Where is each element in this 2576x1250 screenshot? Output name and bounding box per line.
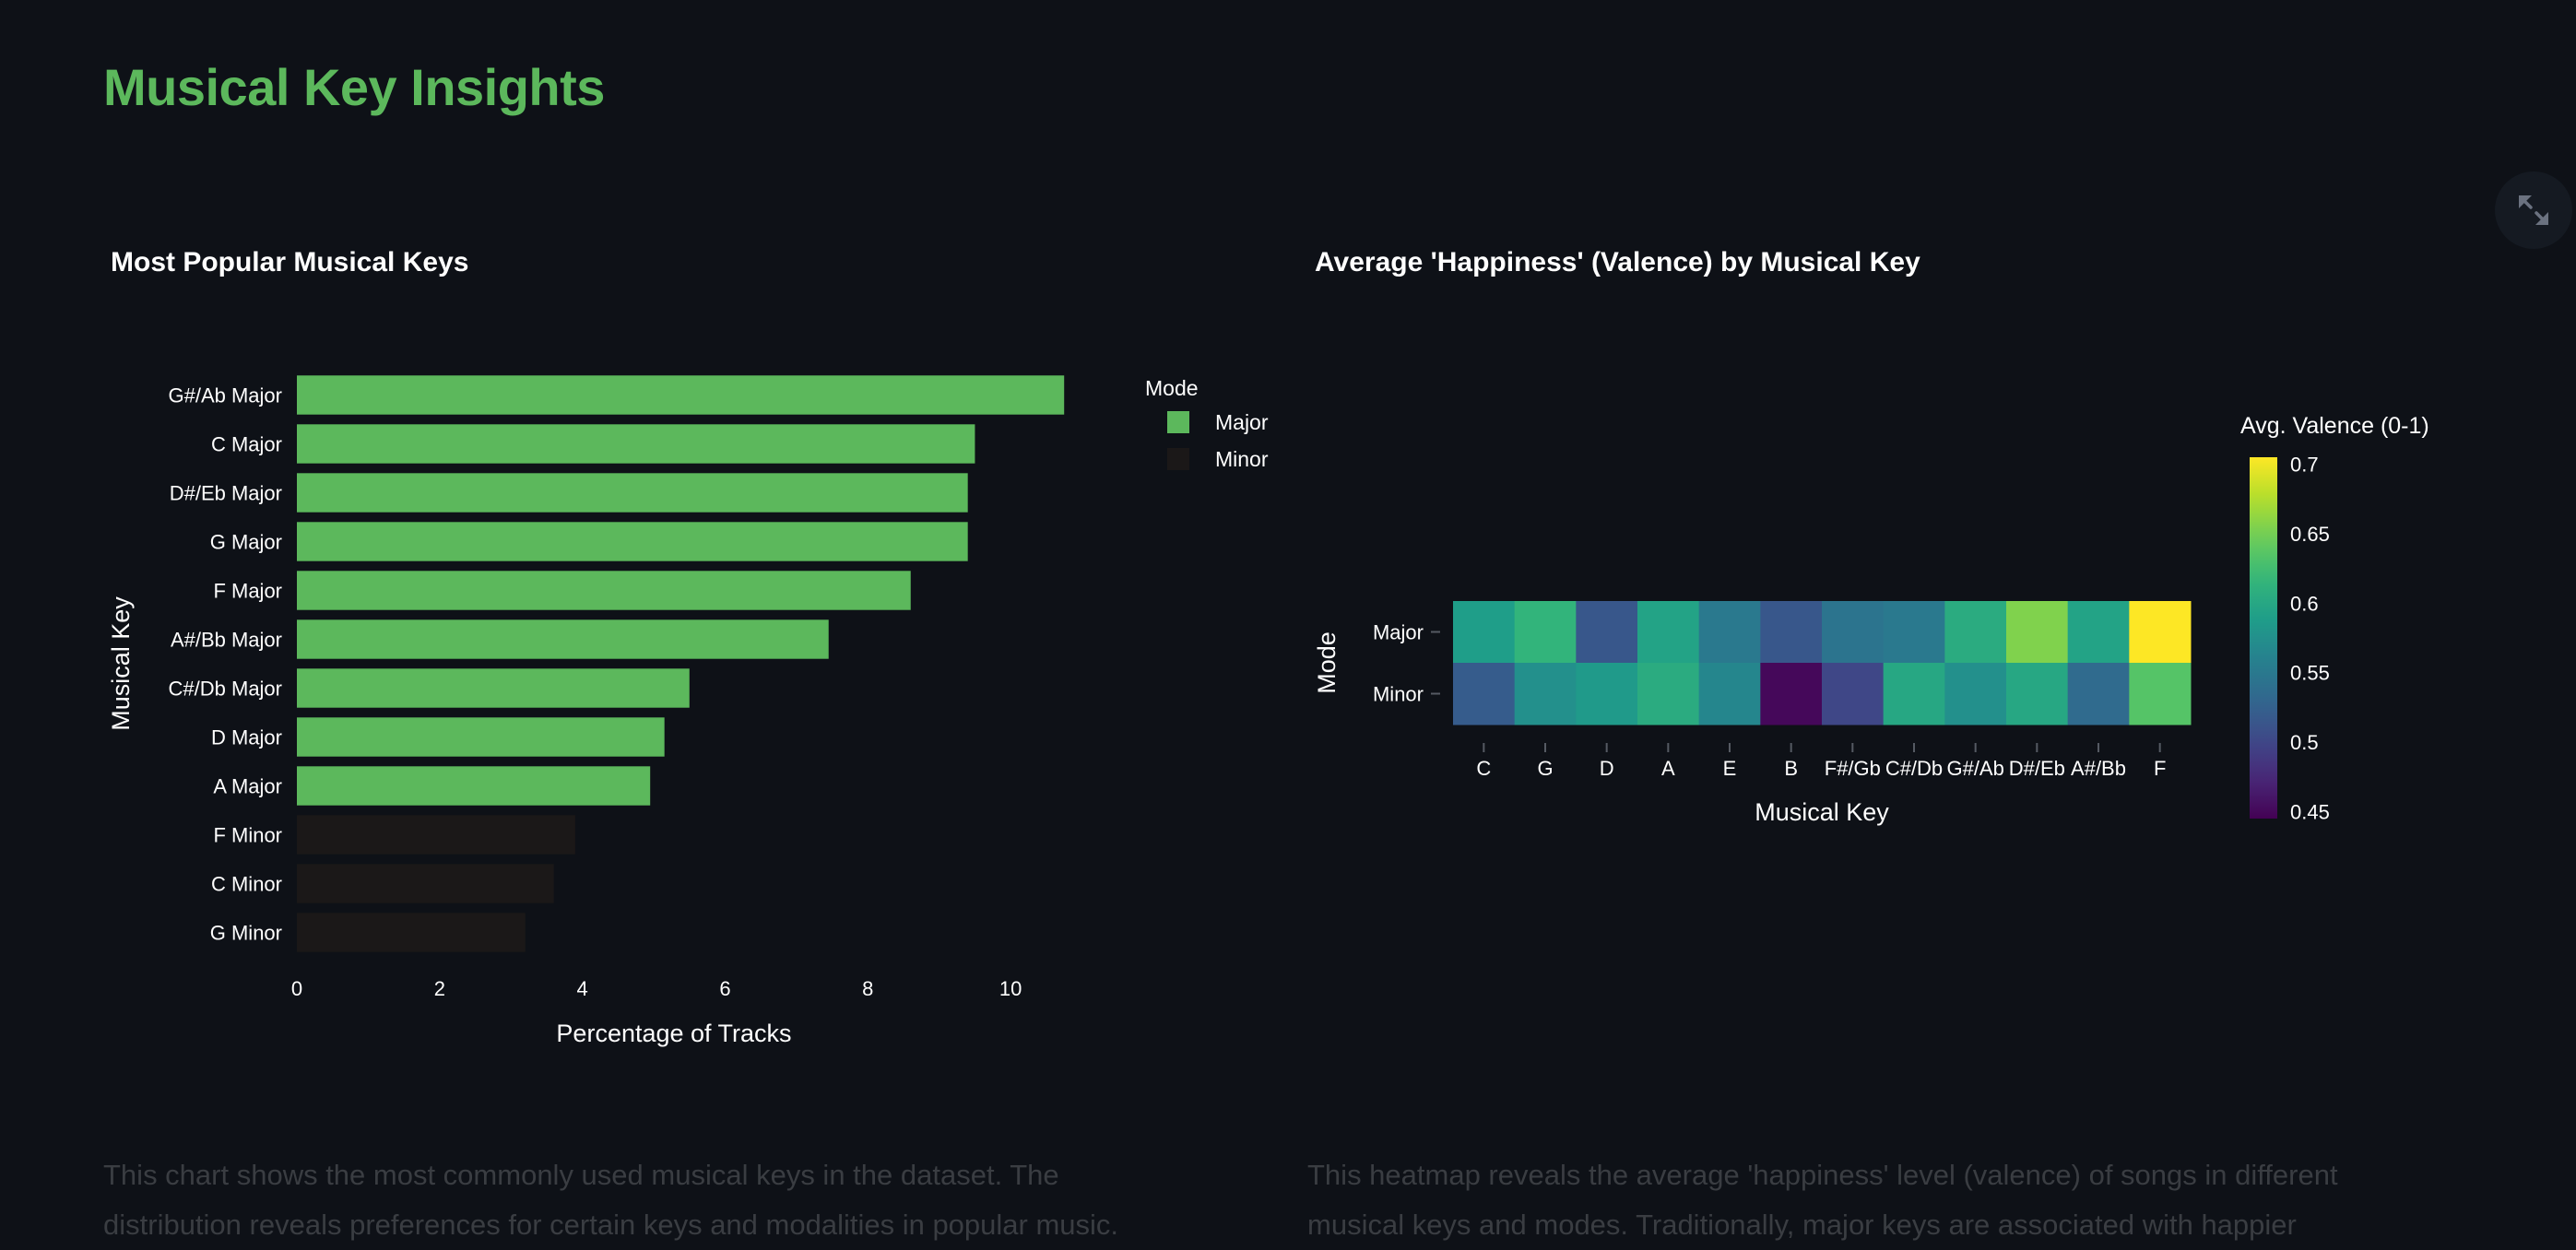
heatmap-cell-major-g: [1514, 601, 1577, 664]
bar-c-major: [297, 424, 975, 464]
heatmap-cell-minor-e: [1698, 663, 1761, 725]
heatmap-cell-major-f-gb: [1822, 601, 1885, 664]
heatmap-cell-minor-a: [1637, 663, 1700, 725]
heatmap-cell-major-d: [1576, 601, 1638, 664]
colorbar-tick-label: 0.5: [2290, 731, 2319, 754]
x-tick-label: 0: [291, 977, 302, 1000]
heatmap-cell-minor-d: [1576, 663, 1638, 725]
heatmap-x-tick-label: G: [1537, 757, 1553, 780]
legend-swatch-major: [1167, 411, 1189, 433]
heatmap-y-tick-label: Major: [1373, 621, 1424, 644]
heatmap-x-tick-label: B: [1784, 757, 1798, 780]
x-tick-label: 10: [999, 977, 1022, 1000]
heatmap-cell-major-c: [1453, 601, 1516, 664]
y-tick-label: G#/Ab Major: [169, 384, 283, 407]
heatmap-cell-minor-f-gb: [1822, 663, 1885, 725]
x-tick-label: 2: [434, 977, 445, 1000]
colorbar-tick-label: 0.45: [2290, 800, 2330, 823]
heatmap-x-axis-label: Musical Key: [1755, 798, 1889, 826]
bar-f-minor: [297, 815, 575, 855]
x-axis-label: Percentage of Tracks: [556, 1020, 791, 1047]
heatmap-title: Average 'Happiness' (Valence) by Musical…: [1315, 247, 1920, 277]
y-axis-label: Musical Key: [107, 596, 135, 731]
heatmap-x-tick-label: A: [1661, 757, 1675, 780]
colorbar-title: Avg. Valence (0-1): [2240, 413, 2429, 439]
y-tick-label: D#/Eb Major: [170, 482, 282, 505]
heatmap-x-tick-label: F#/Gb: [1825, 757, 1881, 780]
heatmap-caption: This heatmap reveals the average 'happin…: [1307, 1159, 2338, 1241]
fullscreen-button[interactable]: [2495, 171, 2572, 249]
heatmap-x-tick-label: E: [1723, 757, 1737, 780]
heatmap-x-tick-label: D: [1600, 757, 1614, 780]
heatmap-cell-minor-g: [1514, 663, 1577, 725]
heatmap-cell-major-a: [1637, 601, 1700, 664]
colorbar-tick-label: 0.7: [2290, 454, 2319, 477]
heatmap-y-axis-label: Mode: [1313, 631, 1341, 694]
bar-f-major: [297, 571, 911, 610]
y-tick-label: C#/Db Major: [169, 678, 282, 701]
heatmap-cell-major-c-db: [1883, 601, 1945, 664]
bar-g-ab-major: [297, 375, 1065, 415]
heatmap-cell-minor-a-bb: [2067, 663, 2130, 725]
heatmap-cell-minor-c: [1453, 663, 1516, 725]
x-tick-label: 4: [577, 977, 588, 1000]
legend-swatch-minor: [1167, 448, 1189, 470]
legend-title: Mode: [1145, 376, 1199, 400]
y-tick-label: C Major: [211, 433, 282, 456]
colorbar-tick-label: 0.6: [2290, 592, 2319, 615]
heatmap-cell-major-f: [2129, 601, 2192, 664]
heatmap-cell-minor-f: [2129, 663, 2192, 725]
legend-label-minor: Minor: [1215, 447, 1269, 471]
y-tick-label: F Minor: [213, 824, 282, 847]
colorbar-tick-label: 0.65: [2290, 523, 2330, 546]
page-title: Musical Key Insights: [103, 58, 605, 116]
y-tick-label: D Major: [211, 726, 282, 749]
bar-g-major: [297, 522, 968, 561]
y-tick-label: A Major: [213, 775, 282, 798]
heatmap-x-tick-label: D#/Eb: [2009, 757, 2065, 780]
heatmap-cell-minor-c-db: [1883, 663, 1945, 725]
heatmap-x-tick-label: F: [2154, 757, 2166, 780]
bar-g-minor: [297, 913, 526, 952]
colorbar: [2250, 457, 2277, 819]
x-tick-label: 6: [719, 977, 730, 1000]
heatmap-y-tick-label: Minor: [1373, 683, 1424, 706]
bar-a-major: [297, 766, 651, 806]
y-tick-label: C Minor: [211, 873, 282, 896]
heatmap-x-tick-label: C: [1476, 757, 1491, 780]
heatmap-cell-major-g-ab: [1944, 601, 2007, 664]
bar-a-bb-major: [297, 619, 829, 659]
bar-d-major: [297, 717, 665, 757]
heatmap-cell-major-b: [1760, 601, 1823, 664]
y-tick-label: G Major: [210, 531, 282, 554]
heatmap-x-tick-label: C#/Db: [1885, 757, 1943, 780]
heatmap-cell-major-d-eb: [2006, 601, 2069, 664]
expand-arrows-icon: [2519, 195, 2548, 225]
legend-label-major: Major: [1215, 410, 1269, 434]
y-tick-label: G Minor: [210, 922, 282, 945]
bar-d-eb-major: [297, 473, 968, 513]
bar-chart-caption: This chart shows the most commonly used …: [103, 1159, 1119, 1241]
x-tick-label: 8: [862, 977, 873, 1000]
heatmap-cell-minor-g-ab: [1944, 663, 2007, 725]
heatmap-x-tick-label: G#/Ab: [1946, 757, 2003, 780]
heatmap-cell-major-a-bb: [2067, 601, 2130, 664]
heatmap-cell-minor-b: [1760, 663, 1823, 725]
colorbar-tick-label: 0.55: [2290, 662, 2330, 685]
bar-c-minor: [297, 864, 554, 903]
heatmap-cell-minor-d-eb: [2006, 663, 2069, 725]
y-tick-label: F Major: [213, 580, 282, 603]
bar-chart-title: Most Popular Musical Keys: [111, 247, 469, 277]
y-tick-label: A#/Bb Major: [171, 629, 282, 652]
heatmap-cell-major-e: [1698, 601, 1761, 664]
heatmap-x-tick-label: A#/Bb: [2071, 757, 2126, 780]
bar-c-db-major: [297, 668, 690, 708]
